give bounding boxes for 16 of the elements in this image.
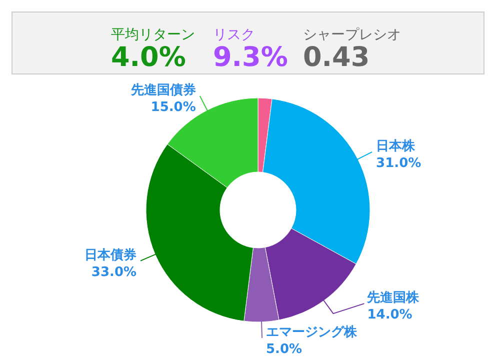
text: シャープレシオ xyxy=(303,27,401,43)
slice-label: 先進国債券 xyxy=(130,82,196,98)
slice-label: エマージング株 xyxy=(266,324,358,340)
text: 4.0% xyxy=(111,42,186,73)
text: 9.3% xyxy=(213,42,288,73)
slice-label: 先進国株 xyxy=(366,290,420,306)
slice-label: 日本株 xyxy=(376,138,416,154)
data-label: 31.0% xyxy=(376,156,422,171)
data-label: 5.0% xyxy=(266,342,302,357)
text: 0.43 xyxy=(303,42,370,73)
slice-label: 日本債券 xyxy=(84,248,137,263)
data-label: 15.0% xyxy=(150,100,196,115)
data-label: 14.0% xyxy=(367,308,412,323)
text: 平均リターン xyxy=(111,27,195,43)
data-label: 33.0% xyxy=(91,264,137,280)
text: リスク xyxy=(213,27,255,43)
